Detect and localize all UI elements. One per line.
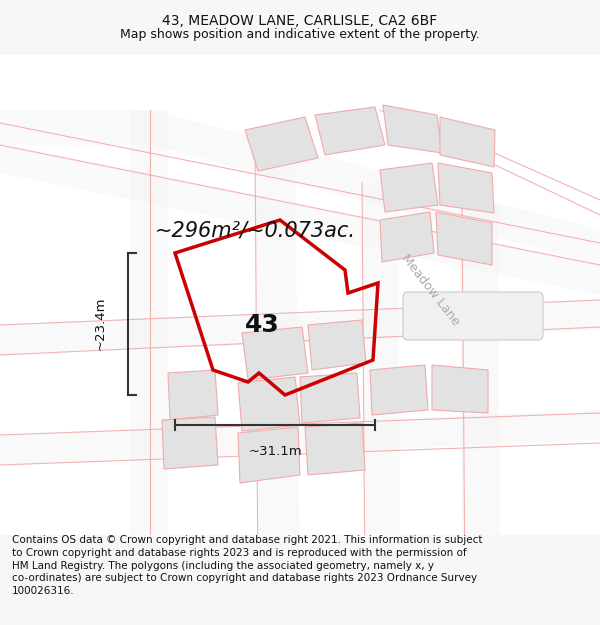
Polygon shape <box>438 163 494 213</box>
Polygon shape <box>383 105 442 153</box>
Polygon shape <box>432 365 488 413</box>
Polygon shape <box>308 320 366 370</box>
Polygon shape <box>242 327 308 380</box>
Polygon shape <box>0 110 152 145</box>
Text: 43: 43 <box>245 313 280 337</box>
Polygon shape <box>238 427 300 483</box>
Polygon shape <box>255 137 300 590</box>
Polygon shape <box>152 110 600 265</box>
Polygon shape <box>0 300 600 355</box>
Text: ~23.4m: ~23.4m <box>94 296 107 350</box>
Polygon shape <box>460 203 500 590</box>
Text: Contains OS data © Crown copyright and database right 2021. This information is : Contains OS data © Crown copyright and d… <box>12 535 482 596</box>
Polygon shape <box>245 117 318 171</box>
Polygon shape <box>162 417 218 469</box>
Text: ~31.1m: ~31.1m <box>248 445 302 458</box>
Polygon shape <box>380 212 434 262</box>
Polygon shape <box>370 365 428 415</box>
Polygon shape <box>315 107 385 155</box>
Polygon shape <box>238 377 300 431</box>
Text: Map shows position and indicative extent of the property.: Map shows position and indicative extent… <box>120 28 480 41</box>
Polygon shape <box>436 212 492 265</box>
Polygon shape <box>0 410 600 465</box>
Polygon shape <box>440 117 495 167</box>
Polygon shape <box>305 423 365 475</box>
Text: ~296m²/~0.073ac.: ~296m²/~0.073ac. <box>155 220 356 240</box>
Text: 43, MEADOW LANE, CARLISLE, CA2 6BF: 43, MEADOW LANE, CARLISLE, CA2 6BF <box>163 14 437 28</box>
Polygon shape <box>300 373 360 423</box>
FancyBboxPatch shape <box>403 292 543 340</box>
Text: Meadow Lane: Meadow Lane <box>398 252 462 328</box>
Polygon shape <box>362 177 400 590</box>
Polygon shape <box>130 110 168 590</box>
Polygon shape <box>380 163 438 212</box>
Polygon shape <box>168 370 218 420</box>
Polygon shape <box>0 145 600 295</box>
